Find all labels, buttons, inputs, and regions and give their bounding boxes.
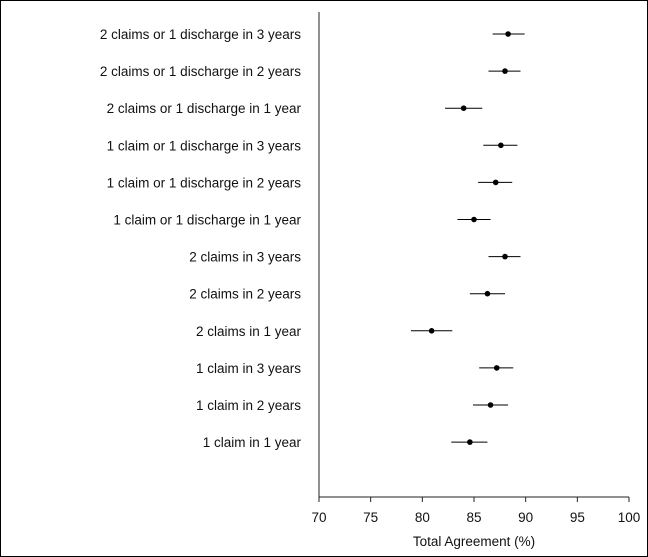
data-point: [428, 328, 435, 334]
x-tick-label: 70: [311, 510, 326, 525]
x-tick-label: 90: [518, 510, 533, 525]
category-label: 2 claims or 1 discharge in 1 year: [107, 101, 302, 116]
data-row: [445, 105, 483, 111]
x-axis-ticks: 70 75 80 85 90 95 100: [311, 497, 640, 525]
x-tick-label: 100: [618, 510, 641, 525]
category-label: 2 claims or 1 discharge in 3 years: [100, 27, 301, 42]
data-row: [492, 31, 525, 37]
data-marks: [410, 31, 525, 445]
data-row: [457, 216, 491, 223]
category-label: 2 claims in 2 years: [189, 287, 301, 302]
category-label: 2 claims in 3 years: [189, 250, 301, 265]
data-point: [502, 68, 508, 74]
data-point: [460, 105, 467, 111]
data-point: [493, 365, 500, 371]
data-row: [410, 328, 453, 334]
category-label: 1 claim in 2 years: [196, 398, 301, 413]
data-point: [505, 31, 511, 37]
data-point: [484, 290, 491, 297]
category-label: 1 claim or 1 discharge in 3 years: [107, 138, 302, 153]
data-point: [467, 439, 473, 445]
data-row: [472, 402, 509, 408]
data-point: [471, 216, 477, 223]
category-labels: 2 claims or 1 discharge in 3 years 2 clai…: [100, 27, 302, 450]
category-label: 1 claim or 1 discharge in 2 years: [107, 175, 302, 190]
category-label: 1 claim or 1 discharge in 1 year: [113, 213, 301, 228]
data-point: [502, 253, 508, 260]
data-point: [492, 179, 499, 186]
category-label: 1 claim in 3 years: [196, 361, 301, 376]
data-row: [469, 290, 505, 297]
x-tick-label: 85: [466, 510, 481, 525]
data-row: [488, 68, 521, 74]
x-tick-label: 75: [363, 510, 378, 525]
x-tick-label: 95: [570, 510, 585, 525]
x-tick-label: 80: [415, 510, 430, 525]
x-axis-title: Total Agreement (%): [413, 534, 535, 549]
category-label: 2 claims or 1 discharge in 2 years: [100, 64, 301, 79]
data-row: [479, 365, 514, 371]
data-point: [487, 402, 494, 408]
data-row: [478, 179, 513, 186]
category-label: 2 claims in 1 year: [196, 324, 302, 339]
data-row: [483, 142, 518, 149]
data-point: [498, 142, 504, 149]
data-row: [451, 439, 488, 445]
category-label: 1 claim in 1 year: [203, 435, 302, 450]
data-row: [488, 253, 521, 260]
